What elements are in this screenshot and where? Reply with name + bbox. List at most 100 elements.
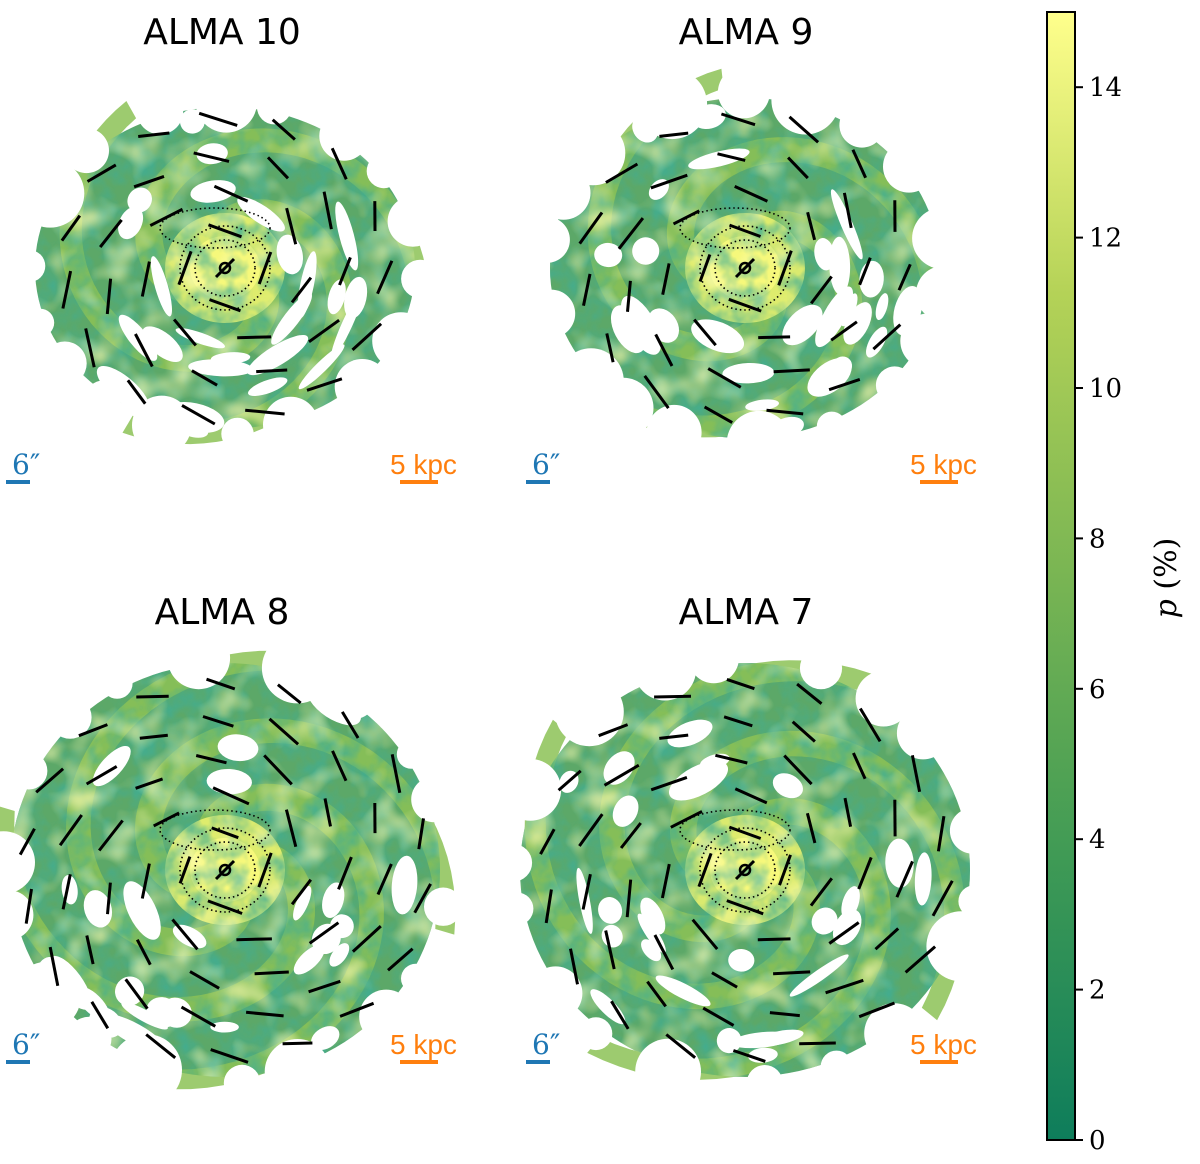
polarization-vector — [702, 1006, 735, 1027]
polarization-vector — [791, 720, 816, 743]
polarization-vector — [732, 1049, 766, 1063]
polarization-vector — [413, 883, 432, 914]
polarization-map — [494, 633, 997, 1105]
polarization-vector — [211, 826, 239, 840]
polarization-vector — [257, 852, 273, 888]
polarization-vector — [323, 798, 332, 827]
polarization-vector — [330, 147, 348, 180]
polarization-vector — [766, 408, 804, 416]
polarization-vector — [308, 921, 340, 945]
polarization-vector — [773, 368, 810, 374]
polarization-vector — [578, 813, 604, 847]
colorbar-tick-label: 12 — [1089, 224, 1122, 254]
physical-scale-bar: 5 kpc — [390, 1029, 457, 1064]
polarization-vector — [582, 273, 592, 307]
polarization-vector — [48, 946, 60, 987]
physical-scale-bar: 5 kpc — [910, 449, 977, 484]
polarization-vectors — [60, 111, 394, 426]
polarization-vector — [581, 873, 592, 910]
polarization-vector — [106, 882, 112, 915]
physical-scale-bar: 5 kpc — [910, 1029, 977, 1064]
polarization-vector — [177, 250, 193, 286]
polarization-vector — [284, 809, 298, 848]
polarization-vector — [897, 263, 912, 291]
physical-scale-label: 5 kpc — [390, 1029, 457, 1060]
polarization-vector — [376, 863, 393, 896]
polarization-map — [523, 66, 974, 476]
polarization-vector — [720, 112, 756, 127]
polarization-vector — [257, 251, 273, 285]
polarization-vector — [266, 156, 290, 180]
angular-scale-label: 6″ — [532, 1028, 560, 1061]
polarization-vector — [135, 939, 152, 966]
polarization-vector — [619, 822, 642, 849]
polarization-map — [0, 626, 463, 1106]
polarization-vector — [135, 777, 164, 790]
polarization-vector — [99, 218, 123, 249]
polarization-vector — [276, 683, 302, 705]
polarization-vector — [874, 927, 900, 951]
polarization-vector — [660, 863, 671, 899]
polarization-vector — [723, 715, 753, 728]
polarization-vector — [206, 677, 236, 691]
angular-scale-bar: 6″ — [6, 1028, 40, 1064]
polarization-vector — [728, 825, 762, 840]
panel-alma-10: ALMA 10 6″ 5 kpc — [6, 12, 457, 484]
polarization-vector — [931, 880, 954, 917]
polarization-vectors — [578, 112, 912, 424]
colorbar-tick-label: 8 — [1089, 524, 1106, 554]
polarization-vector — [643, 375, 670, 409]
polarization-vector — [787, 156, 809, 180]
polarization-vector — [90, 1001, 110, 1030]
polarization-map — [13, 71, 440, 455]
polarization-vector — [210, 1048, 249, 1064]
center-marker — [214, 859, 236, 881]
polarization-vector — [195, 754, 227, 765]
polarization-vector — [202, 715, 234, 728]
polarization-vector — [285, 207, 298, 245]
polarization-vector — [237, 335, 272, 340]
polarization-vector — [35, 767, 65, 794]
polarization-vector — [337, 856, 353, 890]
polarization-vector — [58, 814, 83, 847]
physical-scale-label: 5 kpc — [910, 449, 977, 480]
polarization-vector — [290, 276, 313, 304]
polarization-vector — [268, 717, 300, 746]
panel-title: ALMA 8 — [155, 592, 290, 633]
polarization-vector — [306, 377, 343, 392]
polarization-vector — [828, 377, 861, 392]
polarization-vector — [61, 270, 73, 309]
polarization-vector — [124, 978, 149, 1010]
polarization-vector — [857, 856, 873, 890]
dotted-contours — [159, 809, 271, 913]
physical-scale-label: 5 kpc — [390, 449, 457, 480]
polarization-vector — [557, 769, 582, 792]
polarization-vector — [181, 404, 216, 426]
polarization-vector — [825, 978, 864, 995]
polarization-vector — [728, 223, 762, 238]
polarization-vector — [145, 1033, 177, 1059]
polarization-vector — [189, 970, 220, 990]
polarization-vector — [339, 1001, 375, 1018]
polarization-vector — [703, 405, 733, 424]
polarization-vector — [207, 223, 243, 239]
polarization-vector — [858, 257, 872, 286]
polarization-vector — [799, 1041, 836, 1046]
polarization-vector — [603, 763, 640, 787]
polarization-vector — [193, 151, 230, 163]
polarization-vector — [670, 810, 703, 829]
polarization-vector — [805, 812, 817, 844]
polarization-vector — [728, 297, 762, 313]
polarization-vectors — [539, 677, 954, 1063]
polarization-vector — [390, 754, 402, 794]
polarization-vector — [136, 694, 169, 699]
polarization-vector — [544, 889, 553, 924]
polarization-vector — [60, 214, 82, 242]
polarization-vector — [172, 318, 197, 347]
polarization-vector — [693, 318, 717, 347]
polarization-vector — [788, 115, 820, 144]
polarization-vector — [783, 754, 813, 786]
polarization-vector — [858, 1001, 896, 1019]
polarization-vector — [842, 192, 853, 229]
polarization-vector — [809, 877, 833, 907]
